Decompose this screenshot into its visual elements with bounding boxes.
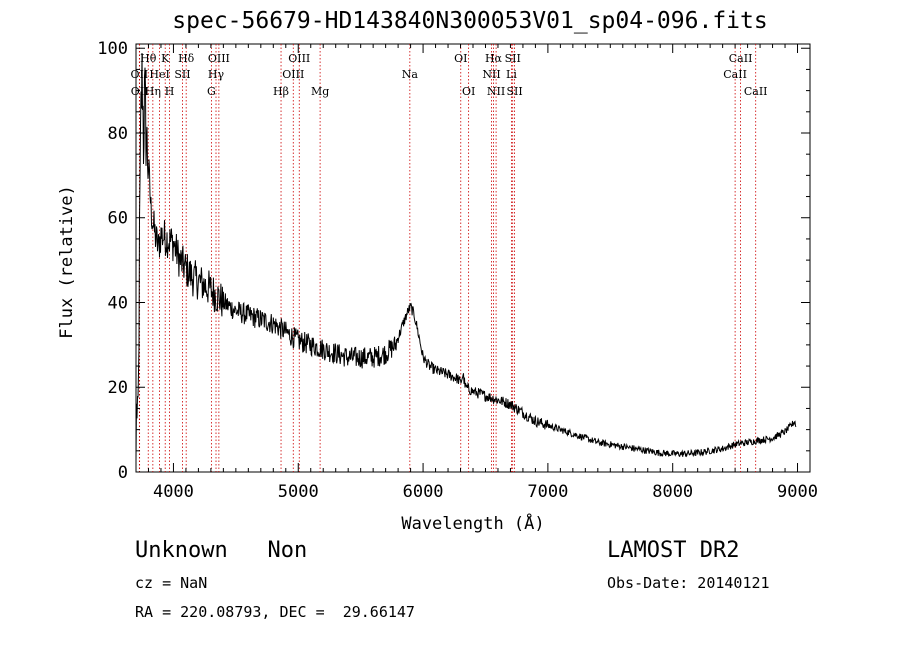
line-marker-label: OIII (288, 52, 310, 65)
line-marker-label: NII (487, 85, 505, 98)
line-marker-label: CaII (729, 52, 753, 65)
coordinates: RA = 220.08793, DEC = 29.66147 (135, 603, 415, 621)
line-marker-label: Hβ (273, 85, 289, 98)
line-marker-label: OIII (208, 52, 230, 65)
y-axis: 0 20 40 60 80 100 (97, 39, 810, 483)
line-marker-label: OIII (282, 68, 304, 81)
x-axis-label: Wavelength (Å) (401, 512, 544, 534)
chart-title: spec-56679-HD143840N300053V01_sp04-096.f… (172, 8, 768, 34)
y-tick-label: 100 (97, 39, 128, 59)
line-marker-label: Hα (485, 52, 503, 65)
x-tick-label: 7000 (527, 482, 568, 502)
survey-name: LAMOST DR2 (607, 538, 740, 563)
line-marker-label: Mg (311, 85, 329, 98)
x-tick-label: 8000 (652, 482, 693, 502)
line-marker-label: Na (402, 68, 419, 81)
y-tick-label: 60 (108, 209, 128, 229)
line-marker-label: H (165, 85, 175, 98)
observation-date: Obs-Date: 20140121 (607, 574, 770, 592)
line-marker-label: CaII (744, 85, 768, 98)
line-marker-label: Hη (145, 85, 161, 98)
x-axis: 4000 5000 6000 7000 8000 9000 (147, 44, 818, 502)
line-marker-labels: OIIOIIHθHηHeIKHSIIHδGHγOIIIHβOIIIOIIIMgN… (131, 52, 768, 98)
object-class: Unknown Non (135, 538, 308, 563)
plot-frame (135, 43, 811, 473)
y-tick-label: 20 (108, 378, 128, 398)
line-marker-label: Hδ (178, 52, 195, 65)
spectrum-line (135, 52, 797, 459)
x-tick-label: 4000 (153, 482, 194, 502)
y-tick-label: 80 (108, 124, 128, 144)
line-marker-label: SII (505, 52, 521, 65)
line-marker-label: SII (174, 68, 190, 81)
y-axis-label: Flux (relative) (57, 185, 77, 339)
line-marker-label: Hγ (208, 68, 225, 81)
redshift-value: cz = NaN (135, 574, 208, 592)
line-marker-label: G (207, 85, 216, 98)
line-marker-label: Li (506, 68, 517, 81)
y-tick-label: 40 (108, 293, 128, 313)
line-marker-label: HeI (149, 68, 169, 81)
line-marker-label: OI (462, 85, 475, 98)
line-marker-label: Hθ (140, 52, 157, 65)
x-tick-label: 6000 (403, 482, 444, 502)
line-marker-label: NII (482, 68, 500, 81)
line-marker-label: OI (454, 52, 467, 65)
line-marker-label: SII (506, 85, 522, 98)
x-tick-label: 9000 (777, 482, 818, 502)
line-marker-label: OII (131, 68, 149, 81)
line-marker-label: K (161, 52, 170, 65)
x-tick-label: 5000 (278, 482, 319, 502)
line-markers (138, 44, 757, 472)
y-tick-label: 0 (118, 463, 128, 483)
line-marker-label: CaII (723, 68, 747, 81)
